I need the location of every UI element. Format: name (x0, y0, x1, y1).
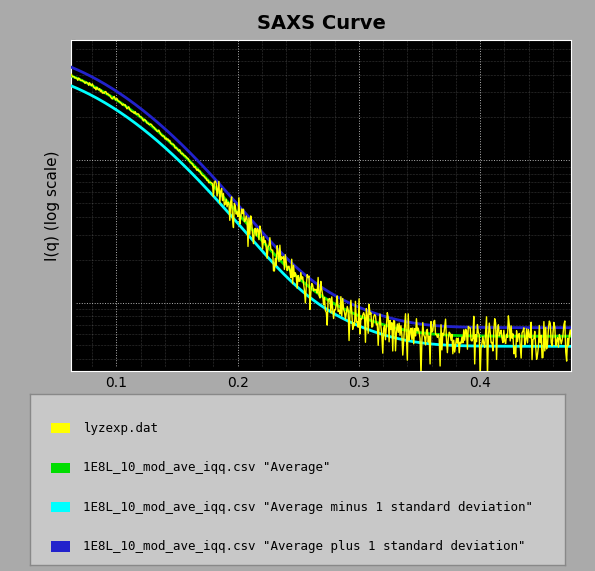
Text: lyzexp.dat: lyzexp.dat (83, 422, 158, 435)
Text: 1E8L_10_mod_ave_iqq.csv "Average minus 1 standard deviation": 1E8L_10_mod_ave_iqq.csv "Average minus 1… (83, 501, 533, 513)
Title: SAXS Curve: SAXS Curve (257, 14, 386, 33)
Y-axis label: I(q) (log scale): I(q) (log scale) (45, 150, 60, 261)
Text: 1E8L_10_mod_ave_iqq.csv "Average": 1E8L_10_mod_ave_iqq.csv "Average" (83, 461, 331, 474)
Bar (51, 463, 70, 473)
Bar (51, 541, 70, 552)
Bar (51, 502, 70, 512)
Text: 1E8L_10_mod_ave_iqq.csv "Average plus 1 standard deviation": 1E8L_10_mod_ave_iqq.csv "Average plus 1 … (83, 540, 526, 553)
X-axis label: q (1/Angstrom): q (1/Angstrom) (256, 397, 386, 412)
Bar (51, 423, 70, 433)
